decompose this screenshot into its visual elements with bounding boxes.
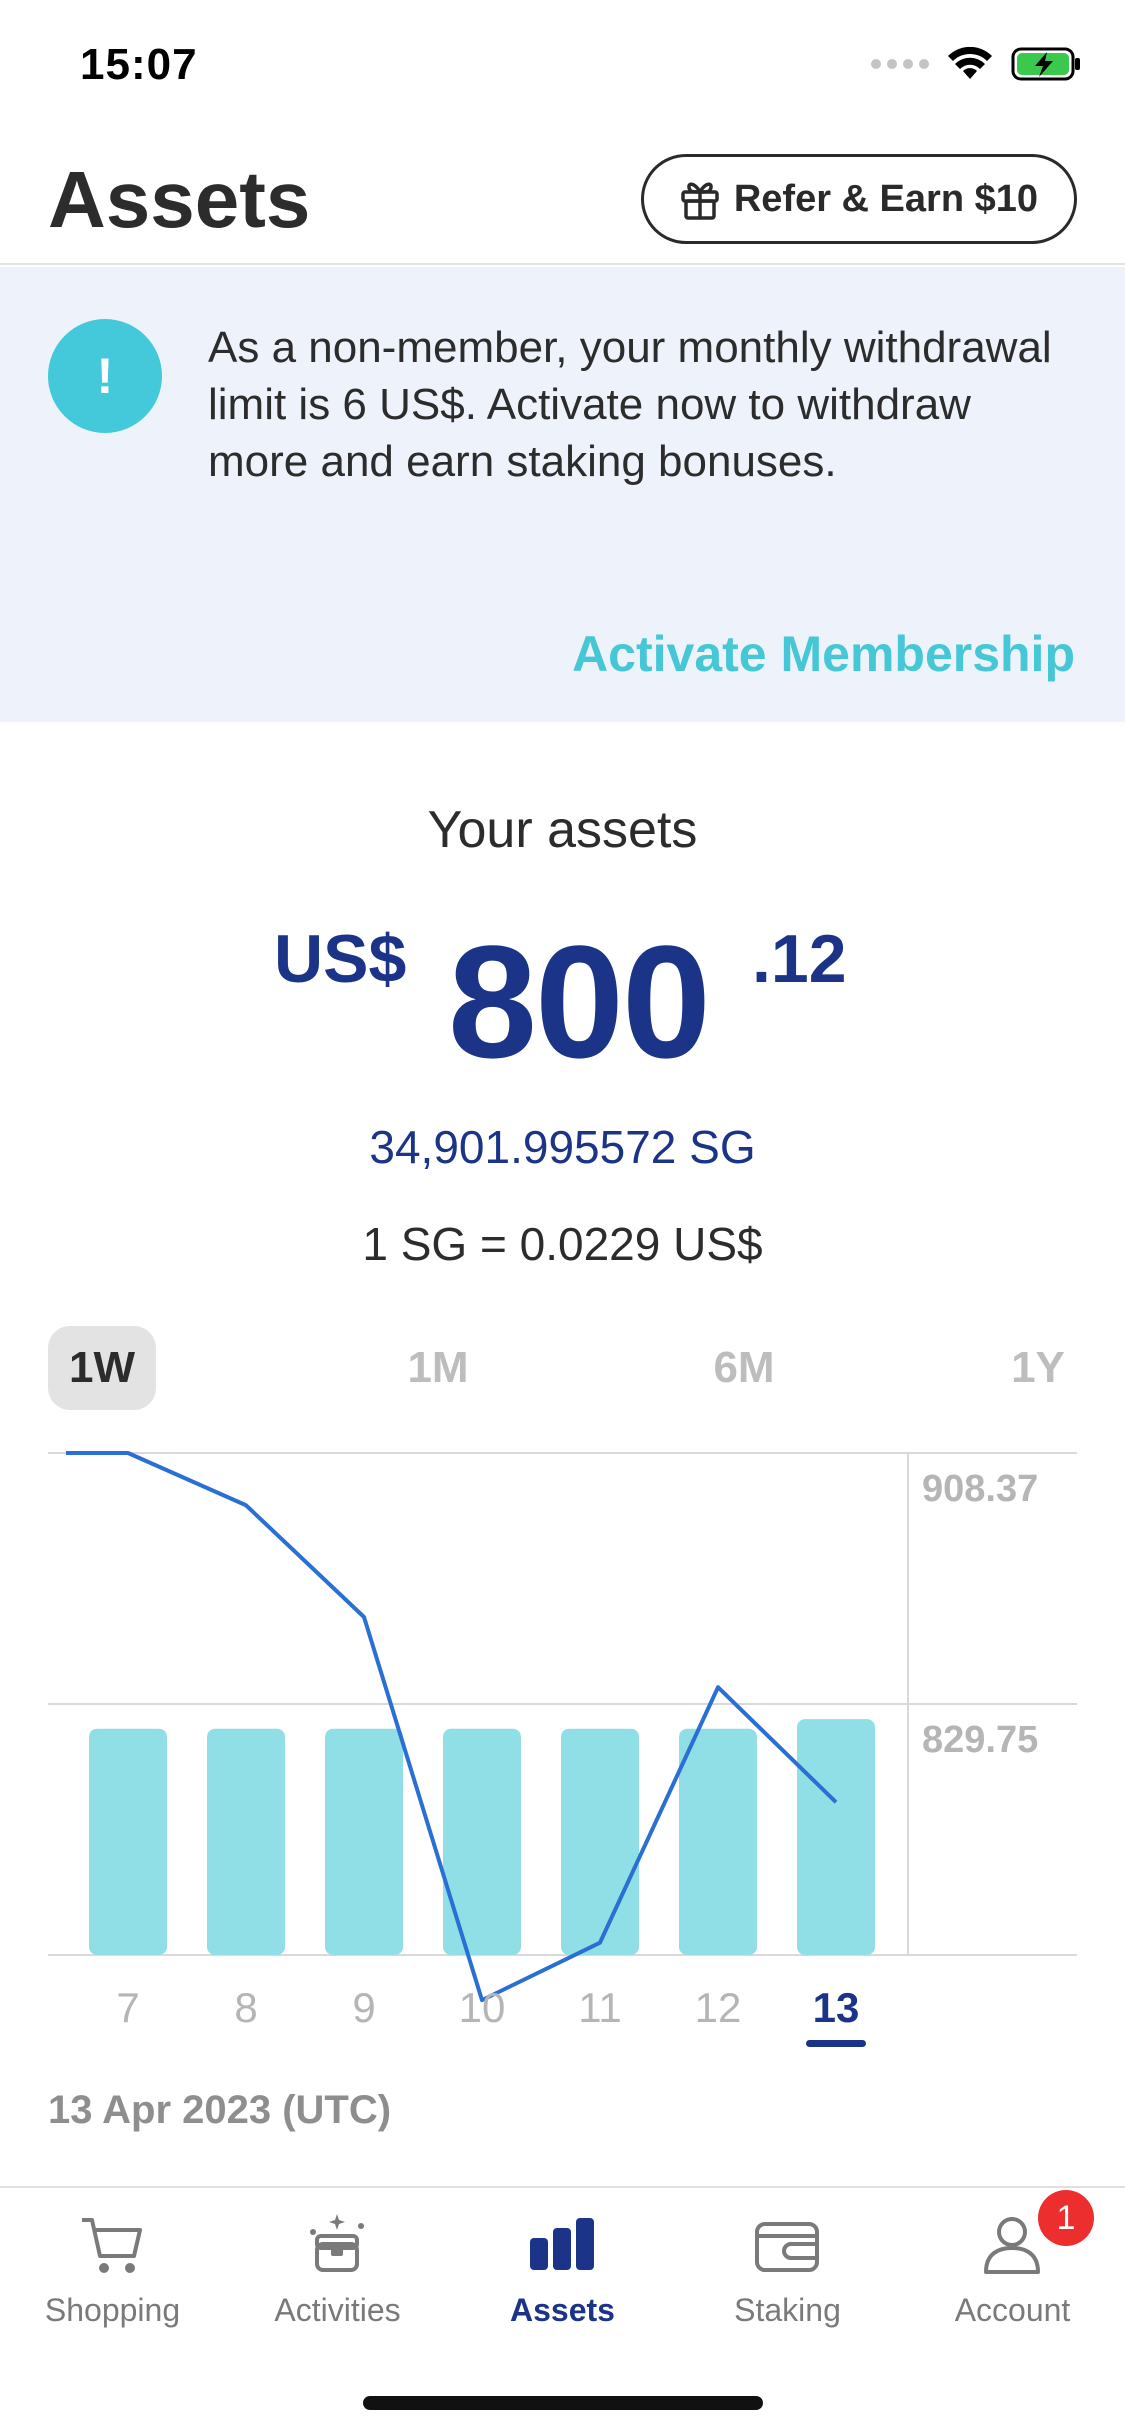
balance-display: US$ 800 .12 [0, 900, 1125, 1091]
gift-box-icon [310, 2214, 364, 2272]
home-indicator [363, 2396, 763, 2410]
x-tick-label: 12 [695, 1984, 742, 2031]
x-tick-label: 11 [578, 1984, 622, 2031]
user-icon [984, 2217, 1040, 2274]
balance-cents: .12 [752, 921, 847, 997]
refer-earn-button[interactable]: Refer & Earn $10 [640, 154, 1077, 244]
x-tick-label: 13 [813, 1984, 860, 2031]
alert-icon: ! [48, 319, 162, 433]
chart-bar [443, 1728, 521, 1955]
tab-label-staking: Staking [734, 2292, 841, 2328]
bar-chart-icon [530, 2218, 594, 2270]
chart-svg: 908.37 829.75 7 8 9 10 11 12 13 [48, 1451, 1077, 2047]
range-tab-1w[interactable]: 1W [48, 1326, 156, 1410]
y-tick-label: 829.75 [922, 1719, 1038, 1761]
chart-bar [207, 1728, 285, 1955]
chart-bar [561, 1728, 639, 1955]
chart-line [66, 1451, 838, 2003]
cart-icon [82, 2218, 142, 2273]
tab-staking[interactable]: Staking [675, 2208, 900, 2328]
x-tick-label: 8 [234, 1984, 257, 2031]
tab-label-assets: Assets [510, 2292, 615, 2328]
wifi-icon [948, 47, 992, 79]
tab-activities[interactable]: Activities [225, 2208, 450, 2328]
chart-bar [89, 1728, 167, 1955]
page-title: Assets [48, 155, 311, 244]
range-tab-6m[interactable]: 6M [713, 1343, 775, 1392]
y-tick-label: 908.37 [922, 1468, 1038, 1510]
range-tabs: 1W 1M 6M 1Y [48, 1326, 1078, 1410]
assets-label: Your assets [427, 801, 698, 859]
status-icons [871, 46, 1083, 82]
status-time: 15:07 [80, 40, 198, 89]
x-tick-label: 10 [459, 1984, 506, 2031]
chart-bar [325, 1728, 403, 1955]
tab-label-account: Account [954, 2292, 1071, 2328]
chart-bar [679, 1728, 757, 1955]
activate-membership-link[interactable]: Activate Membership [572, 626, 1075, 682]
tab-label-activities: Activities [274, 2292, 401, 2328]
gift-icon [681, 182, 719, 220]
battery-charging-icon [1011, 47, 1080, 81]
notification-badge: 1 [1038, 2190, 1094, 2246]
exchange-rate: 1 SG = 0.0229 US$ [362, 1218, 763, 1270]
x-tick-label: 9 [352, 1984, 375, 2031]
range-tab-1y[interactable]: 1Y [1011, 1343, 1065, 1392]
balance-whole: 800 [448, 912, 711, 1091]
selected-day-underline [806, 2040, 866, 2047]
membership-banner: ! As a non-member, your monthly withdraw… [0, 267, 1125, 722]
chart-bar [797, 1719, 875, 1955]
x-tick-label: 7 [116, 1984, 139, 2031]
balance-currency: US$ [274, 921, 407, 997]
tab-shopping[interactable]: Shopping [0, 2208, 225, 2328]
banner-message: As a non-member, your monthly withdrawal… [208, 323, 1052, 486]
tab-label-shopping: Shopping [44, 2292, 181, 2328]
tab-bar: Shopping Activities Assets Staking [0, 2186, 1125, 2436]
header: Assets Refer & Earn $10 [0, 130, 1125, 265]
selected-date-label: 13 Apr 2023 (UTC) [48, 2088, 392, 2132]
sg-amount: 34,901.995572 SG [369, 1121, 756, 1173]
assets-chart: 908.37 829.75 7 8 9 10 11 12 13 [0, 1440, 1125, 2060]
refer-earn-label: Refer & Earn $10 [733, 177, 1038, 220]
wallet-icon [755, 2222, 819, 2272]
tab-account[interactable]: 1 Account [900, 2190, 1125, 2328]
range-tab-1m[interactable]: 1M [407, 1343, 469, 1392]
cellular-signal-icon [871, 59, 929, 69]
status-bar: 15:07 [0, 0, 1125, 130]
tab-assets[interactable]: Assets [450, 2208, 675, 2328]
